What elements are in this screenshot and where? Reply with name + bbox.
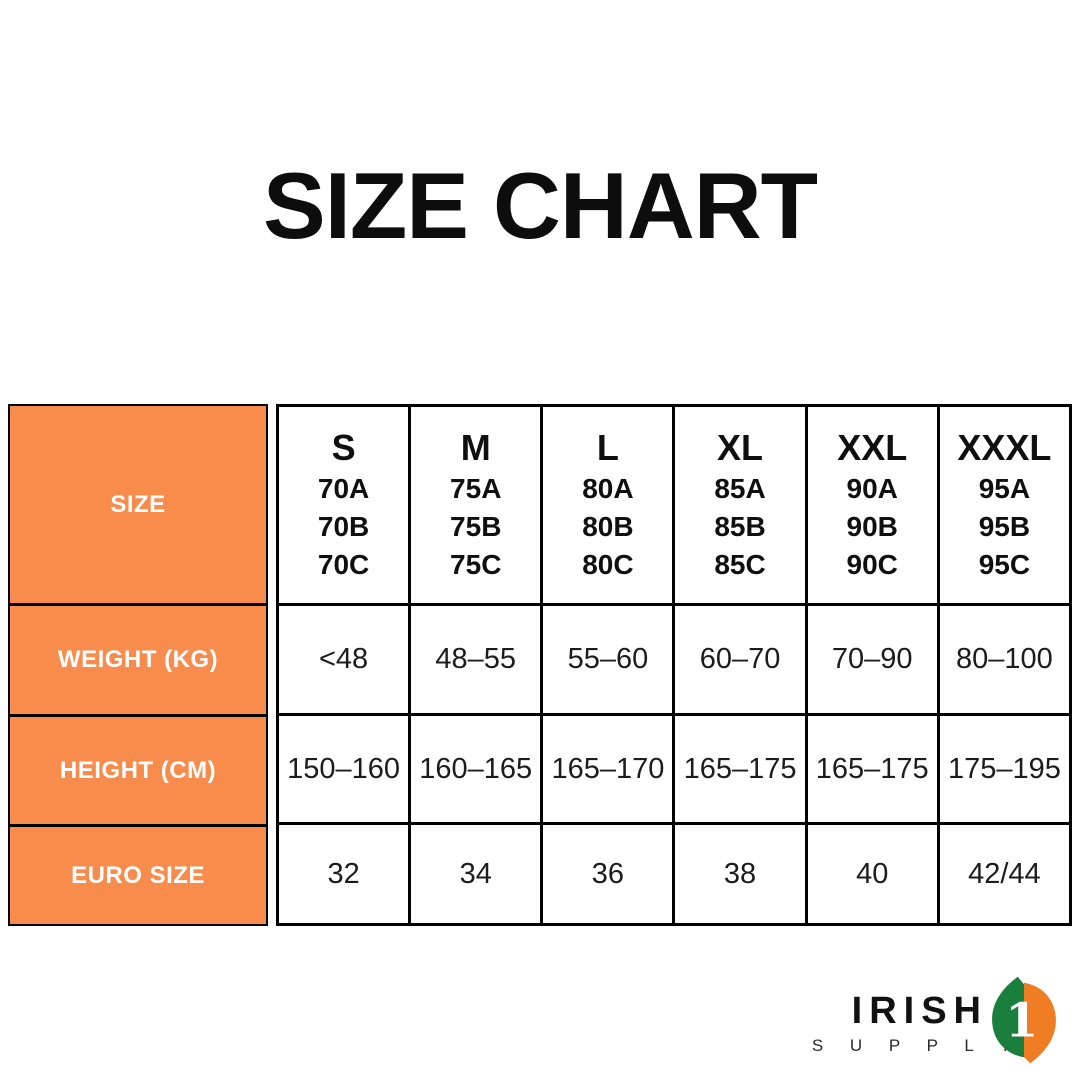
logo-digit: 1 (1005, 994, 1038, 1049)
size-label: M (460, 427, 491, 469)
height-cell: 165–175 (804, 713, 940, 826)
euro-size-cell: 38 (672, 822, 808, 926)
height-cell: 165–170 (540, 713, 676, 826)
weight-cell: 48–55 (408, 603, 544, 717)
size-cell-xxl: XXL 90A 90B 90C (804, 403, 940, 607)
euro-size-cell: 34 (408, 822, 544, 926)
height-cell: 165–175 (672, 713, 808, 826)
row-header-size: SIZE (110, 490, 166, 518)
euro-size-row: 32 34 36 38 40 42/44 (275, 822, 1073, 926)
row-header-weight: WEIGHT (KG) (10, 603, 266, 714)
height-cell: 175–195 (936, 713, 1073, 826)
size-cell-xxxl: XXXL 95A 95B 95C (936, 403, 1073, 607)
euro-size-cell: 32 (275, 822, 412, 926)
weight-cell: 80–100 (936, 603, 1073, 717)
size-header-row: S 70A 70B 70C M 75A 75B 75C L 80A 80B 80… (275, 403, 1073, 607)
weight-cell: 70–90 (804, 603, 940, 717)
size-label: XL (717, 427, 764, 469)
row-header-column: SIZE WEIGHT (KG) HEIGHT (CM) EURO SIZE (8, 404, 268, 926)
row-header-euro-size: EURO SIZE (10, 824, 266, 924)
height-cell: 150–160 (275, 713, 412, 826)
size-cell-m: M 75A 75B 75C (408, 403, 544, 607)
euro-size-cell: 40 (804, 822, 940, 926)
euro-size-cell: 36 (540, 822, 676, 926)
size-label: L (596, 427, 619, 469)
size-data-grid: S 70A 70B 70C M 75A 75B 75C L 80A 80B 80… (275, 403, 1073, 926)
irish-supply-logo: IRISH S U P P L Y 1 (812, 972, 1064, 1072)
weight-cell: 55–60 (540, 603, 676, 717)
size-cell-xl: XL 85A 85B 85C (672, 403, 808, 607)
weight-cell: 60–70 (672, 603, 808, 717)
weight-row: <48 48–55 55–60 60–70 70–90 80–100 (275, 603, 1073, 717)
size-cell-s: S 70A 70B 70C (275, 403, 412, 607)
size-label: XXL (837, 427, 908, 469)
size-chart-table: SIZE WEIGHT (KG) HEIGHT (CM) EURO SIZE S… (8, 403, 1073, 926)
weight-cell: <48 (275, 603, 412, 717)
logo-brand-text: IRISH (851, 990, 988, 1032)
euro-size-cell: 42/44 (936, 822, 1073, 926)
logo-sub-text: S U P P L Y (811, 1036, 1022, 1055)
row-header-height: HEIGHT (CM) (10, 714, 266, 824)
size-label: XXXL (957, 427, 1052, 469)
size-label: S (331, 427, 356, 469)
size-cell-l: L 80A 80B 80C (540, 403, 676, 607)
height-cell: 160–165 (408, 713, 544, 826)
page-title: SIZE CHART (263, 153, 818, 258)
leaf-mark-icon: 1 (992, 976, 1056, 1064)
height-row: 150–160 160–165 165–170 165–175 165–175 … (275, 713, 1073, 826)
